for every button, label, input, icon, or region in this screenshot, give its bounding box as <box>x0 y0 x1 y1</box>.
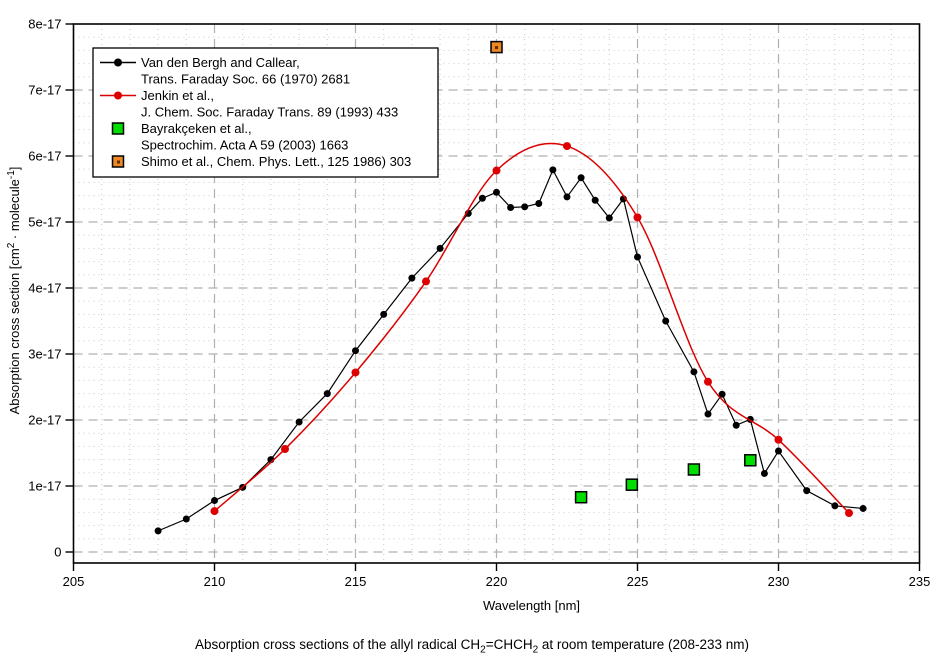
legend-item-label: Jenkin et al., <box>141 88 214 103</box>
legend-item-label: Bayrakçeken et al., <box>141 121 252 136</box>
y-axis-tick-label: 7e-17 <box>28 83 61 98</box>
series-point <box>281 445 289 454</box>
series-point <box>521 203 529 211</box>
series-point <box>845 509 853 518</box>
series-point <box>436 244 444 252</box>
series-line <box>157 168 864 532</box>
series-point <box>859 504 867 512</box>
series-point <box>591 196 599 204</box>
series-point <box>687 463 701 476</box>
x-axis-tick-label: 210 <box>204 574 226 589</box>
series-2 <box>574 454 757 504</box>
y-axis-tick-label: 6e-17 <box>28 149 61 164</box>
series-point <box>625 478 639 491</box>
series-point <box>803 487 811 495</box>
series-1 <box>210 142 853 518</box>
series-point <box>704 377 712 386</box>
x-axis-tick-label: 235 <box>909 574 931 589</box>
series-point <box>182 515 190 523</box>
series-point <box>351 368 360 377</box>
series-0 <box>154 166 867 535</box>
axis-ticks <box>65 23 921 571</box>
series-3 <box>490 40 503 54</box>
series-point <box>295 418 303 426</box>
series-point <box>760 469 768 477</box>
legend-box <box>92 47 439 178</box>
y-axis-tick-label: 0 <box>54 545 61 560</box>
series-point <box>478 194 486 202</box>
series-point <box>633 213 642 222</box>
y-axis-title: Absorption cross section [cm2​ · molecul… <box>6 167 22 415</box>
series-point <box>718 390 726 398</box>
series-point <box>210 507 219 516</box>
x-axis-tick-label: 220 <box>486 574 508 589</box>
legend-marker-point <box>114 91 122 100</box>
series-point <box>492 166 501 175</box>
series-point <box>323 390 331 398</box>
series-point <box>535 200 543 208</box>
series-point <box>549 166 557 174</box>
series-point <box>605 214 613 222</box>
series-point <box>352 347 359 355</box>
x-axis-tick-label: 225 <box>627 574 649 589</box>
series-point <box>732 421 740 429</box>
series-point <box>662 317 670 325</box>
series-point <box>744 454 757 467</box>
series-point <box>574 490 588 504</box>
series-point <box>422 277 430 286</box>
series-point <box>577 174 585 182</box>
series-point <box>211 497 218 505</box>
y-axis-tick-label: 8e-17 <box>28 17 61 32</box>
series-point <box>507 203 515 211</box>
series-point <box>154 527 162 535</box>
legend-item-label: Shimo et al., Chem. Phys. Lett., 125 198… <box>141 154 411 169</box>
series-point-center-dot <box>495 46 498 50</box>
y-axis-tick-label: 1e-17 <box>28 479 61 494</box>
x-axis-title: Wavelength [nm] <box>483 598 580 613</box>
series-point <box>774 435 783 444</box>
y-axis-tick-label: 5e-17 <box>28 215 61 230</box>
series-point <box>634 253 641 261</box>
series-point <box>493 188 500 196</box>
series-point <box>380 310 388 318</box>
x-axis-tick-label: 215 <box>345 574 367 589</box>
legend-item-label: Spectrochim. Acta A 59 (2003) 1663 <box>141 138 348 153</box>
series-line <box>214 142 850 514</box>
y-axis-tick-label: 2e-17 <box>28 413 61 428</box>
series-point <box>563 142 571 151</box>
figure-caption: Absorption cross sections of the allyl r… <box>195 637 749 656</box>
series-point <box>690 368 698 376</box>
series-point <box>831 502 839 510</box>
legend: Van den Bergh and Callear, Trans. Faraday… <box>92 47 439 178</box>
series-point <box>775 447 782 455</box>
legend-marker-point <box>114 58 122 67</box>
x-axis-tick-label: 205 <box>63 574 85 589</box>
series-point <box>563 193 571 201</box>
grid-major <box>73 24 920 563</box>
absorption-cross-section-chart: 205 210 215 220 225 230 235 0 1e-17 2e-17 3e-17 4e-… <box>6 17 931 614</box>
legend-item-label: Trans. Faraday Soc. 66 (1970) 2681 <box>141 72 350 87</box>
y-axis-tick-label: 3e-17 <box>28 347 61 362</box>
legend-item-label: J. Chem. Soc. Faraday Trans. 89 (1993) 4… <box>141 105 398 120</box>
series-point <box>408 274 416 282</box>
legend-item-label: Van den Bergh and Callear, <box>141 55 300 70</box>
y-axis-tick-label: 4e-17 <box>28 281 61 296</box>
legend-marker-square-dot <box>117 160 120 164</box>
legend-marker-square <box>111 122 125 135</box>
x-axis-tick-label: 230 <box>768 574 790 589</box>
series-point <box>704 410 712 418</box>
